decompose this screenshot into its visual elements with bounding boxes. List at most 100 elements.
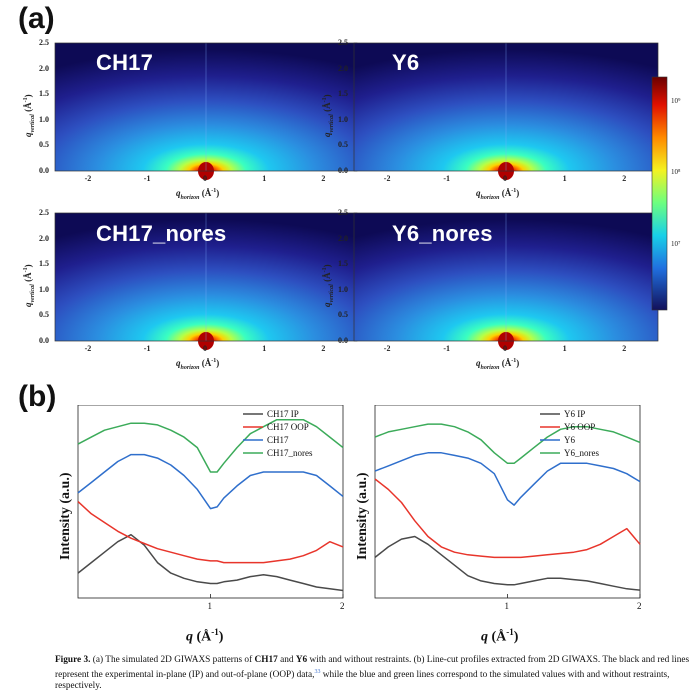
heatmap-ylabel: qvertical (Å-1) <box>322 264 335 307</box>
line-cut-profiles: 1 2 CH17 IP CH17 OOP CH17 CH17_nores 1 2 Y6 IP Y… <box>77 405 642 611</box>
heatmap-y-tick: 1.5 <box>338 89 348 99</box>
heatmap-title-y6-nores: Y6_nores <box>392 221 493 246</box>
heatmap-x-tick: 0 <box>503 174 507 183</box>
colorbar-tick-1e8: 10⁸ <box>671 168 681 176</box>
heatmap-y-tick: 0.0 <box>338 336 348 345</box>
heatmap-x-tick: -2 <box>84 174 92 183</box>
heatmap-intensity <box>55 43 357 171</box>
heatmap-y-tick: 1.0 <box>338 284 348 294</box>
figure-caption: Figure 3. (a) The simulated 2D GIWAXS pa… <box>55 655 690 692</box>
colorbar-tick-1e9: 10⁹ <box>671 97 681 105</box>
lineplot-right-ylabel: Intensity (a.u.) <box>355 472 370 560</box>
legend-label: Y6_nores <box>564 448 599 458</box>
heatmap-x-tick: 0 <box>503 344 507 353</box>
heatmap-intensity <box>354 213 658 341</box>
heatmap-title-ch17-nores: CH17_nores <box>96 221 227 246</box>
heatmap-panel <box>353 42 659 180</box>
heatmap-x-tick: -1 <box>143 344 151 353</box>
heatmap-y-tick: 1.5 <box>39 259 49 269</box>
legend-label: Y6 <box>564 435 575 445</box>
lineplot-frame <box>374 405 641 599</box>
heatmap-x-tick: -2 <box>84 344 92 353</box>
caption-figure-number: Figure 3. <box>55 655 91 665</box>
heatmap-y-tick: 2.0 <box>39 63 49 73</box>
heatmap-ylabel: qvertical (Å-1) <box>23 264 36 307</box>
heatmap-x-tick: 1 <box>262 344 267 353</box>
heatmap-title-ch17: CH17 <box>96 50 154 75</box>
colorbar-tick-1e7: 10⁷ <box>671 240 681 248</box>
legend-label: CH17 <box>267 435 289 445</box>
heatmap-y-tick: 2.5 <box>39 38 49 47</box>
legend-label: CH17 OOP <box>267 422 309 432</box>
heatmap-x-tick: 0 <box>203 344 207 353</box>
heatmap-xlabel: qhorizon (Å-1) <box>176 358 220 371</box>
lineplot-x-tick-label: 1 <box>208 601 213 611</box>
heatmap-x-tick: 2 <box>321 174 326 183</box>
heatmap-y-tick: 1.0 <box>39 114 49 124</box>
giwaxs-heatmaps <box>54 42 668 350</box>
heatmap-panel <box>54 42 358 180</box>
heatmap-y-tick: 1.0 <box>338 114 348 124</box>
series-line-ch17_nores <box>77 418 344 473</box>
heatmap-y-tick: 0.5 <box>338 140 348 150</box>
lineplot-left-xlabel: q (Å-1) <box>186 627 224 645</box>
lineplot-x-tick-label: 2 <box>637 601 642 611</box>
heatmap-y-tick: 1.0 <box>39 284 49 294</box>
heatmap-panel <box>353 212 659 350</box>
heatmap-y-tick: 2.0 <box>39 233 49 243</box>
series-line-y6_nores <box>374 423 641 465</box>
lineplot-left-ylabel: Intensity (a.u.) <box>58 472 73 560</box>
series-line-ch17-oop <box>77 501 344 564</box>
heatmap-x-tick: 0 <box>203 174 207 183</box>
legend-label: Y6 OOP <box>564 422 595 432</box>
series-line-y6 <box>374 452 641 506</box>
series-line-ch17-ip <box>77 533 344 592</box>
heatmap-y-tick: 0.0 <box>39 336 49 345</box>
heatmap-y-tick: 2.5 <box>338 208 348 217</box>
heatmap-x-tick: -1 <box>143 174 151 183</box>
heatmap-panel <box>54 212 358 350</box>
heatmap-y-tick: 0.0 <box>338 166 348 175</box>
heatmap-y-tick: 1.5 <box>338 259 348 269</box>
heatmap-x-tick: 2 <box>321 344 326 353</box>
heatmap-y-tick: 2.5 <box>338 38 348 47</box>
legend-label: CH17_nores <box>267 448 313 458</box>
heatmap-y-tick: 2.0 <box>338 63 348 73</box>
heatmap-y-tick: 0.5 <box>338 310 348 320</box>
heatmap-ylabel: qvertical (Å-1) <box>23 94 36 137</box>
heatmap-y-tick: 1.5 <box>39 89 49 99</box>
heatmap-y-tick: 0.5 <box>39 140 49 150</box>
lineplot-frame <box>77 405 344 599</box>
heatmap-x-tick: 1 <box>562 344 567 353</box>
heatmap-y-tick: 0.0 <box>39 166 49 175</box>
caption-reference[interactable]: 33 <box>314 668 321 675</box>
series-line-y6-ip <box>374 535 641 591</box>
heatmap-xlabel: qhorizon (Å-1) <box>176 188 220 201</box>
legend-label: CH17 IP <box>267 409 299 419</box>
series-line-ch17 <box>77 453 344 510</box>
heatmap-xlabel: qhorizon (Å-1) <box>476 358 520 371</box>
heatmap-y-tick: 2.5 <box>39 208 49 217</box>
heatmap-x-tick: 1 <box>562 174 567 183</box>
lineplot-right-xlabel: q (Å-1) <box>481 627 519 645</box>
heatmap-xlabel: qhorizon (Å-1) <box>476 188 520 201</box>
heatmap-x-tick: -1 <box>443 344 451 353</box>
heatmap-intensity <box>55 213 357 341</box>
heatmap-intensity <box>354 43 658 171</box>
legend-label: Y6 IP <box>564 409 585 419</box>
panel-b-label: (b) <box>18 380 57 413</box>
heatmap-x-tick: 2 <box>622 344 627 353</box>
series-line-y6-oop <box>374 478 641 559</box>
colorbar <box>651 76 668 311</box>
heatmap-y-tick: 0.5 <box>39 310 49 320</box>
heatmap-x-tick: 1 <box>262 174 267 183</box>
heatmap-ylabel: qvertical (Å-1) <box>322 94 335 137</box>
lineplot-x-tick-label: 2 <box>340 601 345 611</box>
lineplot-x-tick-label: 1 <box>505 601 510 611</box>
panel-a-label: (a) <box>18 2 55 35</box>
heatmap-x-tick: -1 <box>443 174 451 183</box>
heatmap-x-tick: -2 <box>383 344 391 353</box>
heatmap-y-tick: 2.0 <box>338 233 348 243</box>
heatmap-title-y6: Y6 <box>392 50 420 75</box>
heatmap-x-tick: 2 <box>622 174 627 183</box>
